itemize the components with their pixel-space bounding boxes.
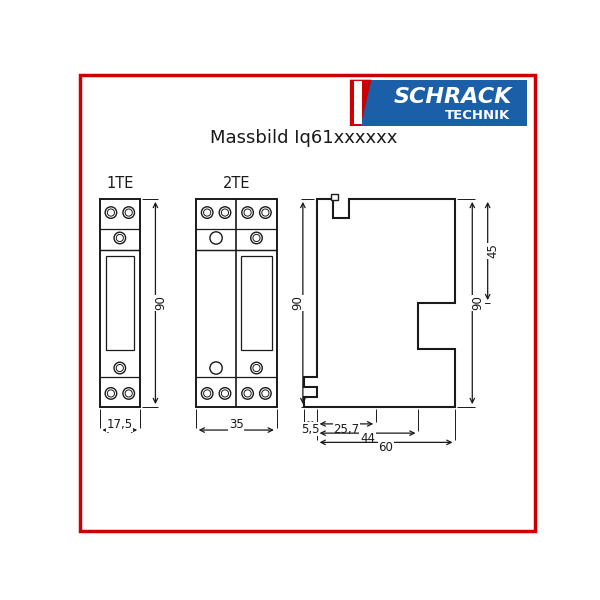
Text: 25,7: 25,7 [334,423,359,436]
Circle shape [202,207,213,218]
Circle shape [105,207,116,218]
Circle shape [203,390,211,397]
Circle shape [219,388,231,399]
Circle shape [114,232,125,244]
Circle shape [114,362,125,374]
Circle shape [219,207,231,218]
Circle shape [123,207,134,218]
Circle shape [242,388,253,399]
Text: 5,5: 5,5 [301,423,320,436]
Circle shape [221,209,229,216]
Bar [331,194,338,200]
Polygon shape [350,80,371,126]
Circle shape [242,207,253,218]
Circle shape [116,364,124,371]
Text: 44: 44 [360,432,375,445]
Circle shape [210,232,222,244]
Circle shape [221,390,229,397]
Circle shape [125,209,132,216]
Circle shape [260,207,271,218]
Text: 90: 90 [154,296,167,310]
Circle shape [251,232,262,244]
Circle shape [253,235,260,242]
Circle shape [105,388,116,399]
Circle shape [210,362,222,374]
Text: SCHRACK: SCHRACK [394,87,512,107]
Text: Massbild Iq61xxxxxx: Massbild Iq61xxxxxx [210,129,397,147]
Circle shape [244,209,251,216]
Circle shape [202,388,213,399]
Bar [350,80,527,126]
Text: 35: 35 [229,418,244,431]
Text: 90: 90 [471,296,484,310]
Circle shape [244,390,251,397]
Text: 90: 90 [291,296,304,310]
Circle shape [107,209,115,216]
Text: 17,5: 17,5 [107,418,133,431]
Text: 2TE: 2TE [223,176,250,191]
Circle shape [123,388,134,399]
Circle shape [260,388,271,399]
Circle shape [262,390,269,397]
Circle shape [125,390,132,397]
Text: 45: 45 [487,244,500,259]
Circle shape [107,390,115,397]
Bar [100,199,140,407]
Circle shape [262,209,269,216]
Circle shape [203,209,211,216]
Polygon shape [304,199,455,407]
Bar [106,256,134,350]
Bar [196,199,277,407]
Circle shape [253,364,260,371]
Text: 60: 60 [379,441,394,454]
Polygon shape [354,81,362,124]
Text: 1TE: 1TE [106,176,133,191]
Circle shape [116,235,124,242]
Circle shape [251,362,262,374]
Bar [241,256,272,350]
Text: TECHNIK: TECHNIK [445,109,510,122]
